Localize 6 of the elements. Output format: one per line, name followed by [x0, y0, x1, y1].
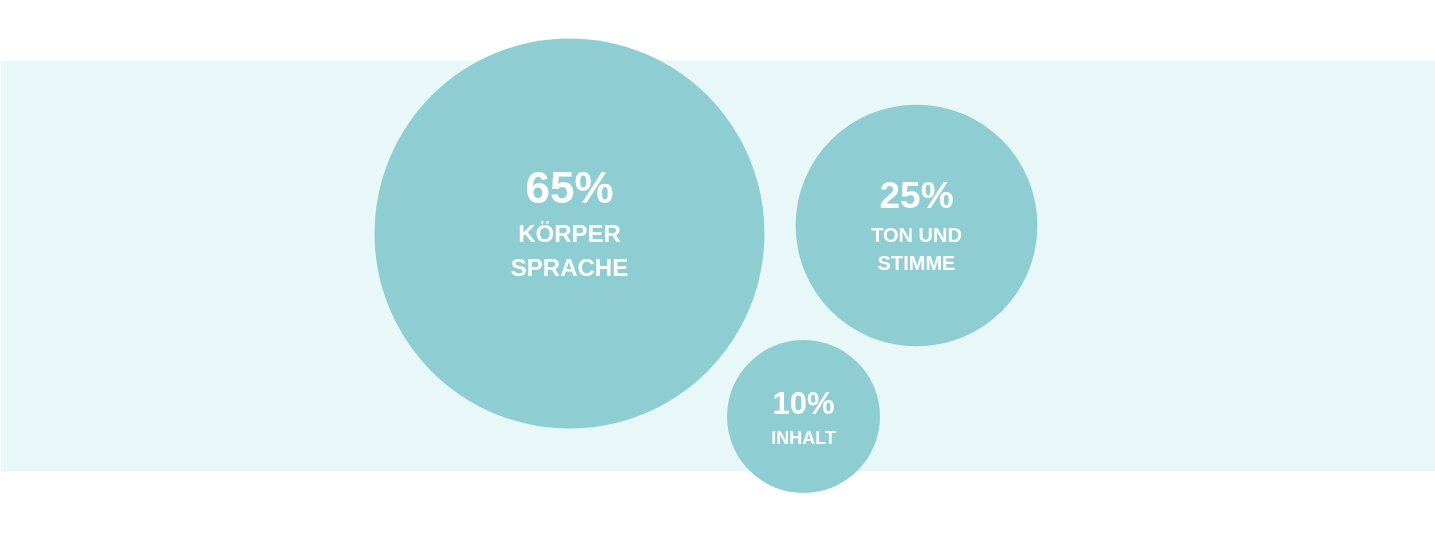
data-label: 25% [879, 175, 954, 216]
category-label: TON UND STIMME [871, 224, 962, 274]
category-label: INHALT [771, 428, 836, 448]
category-label: KÖRPER SPRACHE [510, 220, 629, 281]
data-label: 10% [772, 385, 835, 421]
data-label: 65% [525, 163, 614, 212]
